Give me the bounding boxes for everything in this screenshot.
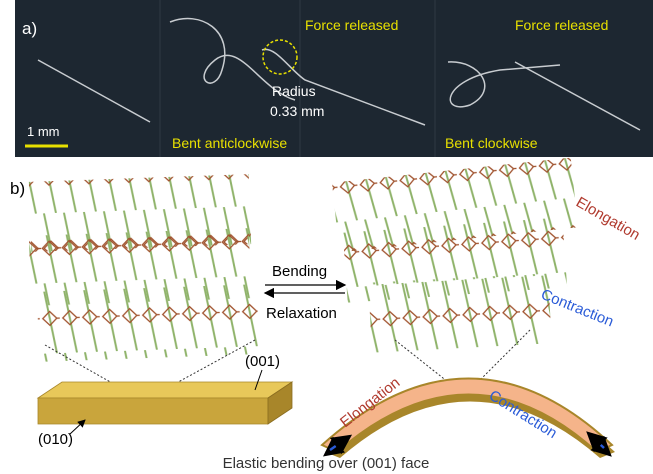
crystal-block xyxy=(38,382,292,424)
face-label: (010) xyxy=(38,431,73,448)
annotation: Force released xyxy=(515,17,608,33)
panel-label: a) xyxy=(22,19,37,38)
scale-label: 1 mm xyxy=(27,124,60,139)
lattice-left xyxy=(29,174,259,362)
bent-crystal xyxy=(322,379,615,459)
annotation: Elongation xyxy=(573,194,643,244)
panel-label: b) xyxy=(10,179,25,198)
caption: Elastic bending over (001) face xyxy=(223,455,430,472)
face-label: (001) xyxy=(245,353,280,370)
annotation: 0.33 mm xyxy=(270,103,324,119)
annotation: Bent clockwise xyxy=(445,135,538,151)
annotation: Radius xyxy=(272,83,316,99)
figure: a) Force released Force released Radius … xyxy=(0,0,653,474)
annotation: Relaxation xyxy=(266,305,337,322)
annotation: Force released xyxy=(305,17,398,33)
annotation: Bent anticlockwise xyxy=(172,135,287,151)
annotation: Bending xyxy=(272,263,327,280)
lattice-right xyxy=(332,158,578,353)
